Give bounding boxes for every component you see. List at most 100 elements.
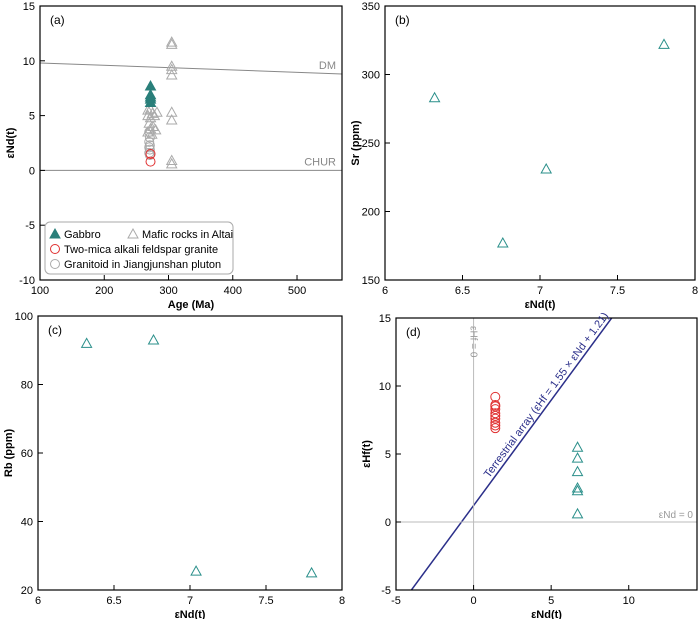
data-point (496, 236, 509, 248)
x-tick-label: 500 (288, 285, 306, 297)
data-point (490, 410, 501, 421)
data-point (145, 148, 156, 159)
y-tick-label: 5 (29, 111, 35, 123)
x-tick-label: 300 (159, 285, 177, 297)
data-point (490, 413, 501, 424)
data-point (165, 106, 178, 117)
data-point (490, 423, 501, 434)
y-tick-label: -5 (381, 585, 391, 597)
x-tick-label: 8 (339, 595, 345, 607)
y-tick-label: 15 (379, 313, 391, 325)
data-point (165, 38, 178, 49)
x-tick-label: 5 (548, 595, 554, 607)
y-axis-label: εNd(t) (5, 127, 17, 158)
data-point (142, 104, 154, 115)
y-tick-label: 60 (21, 448, 33, 460)
plot-frame (37, 315, 343, 591)
x-tick-label: -5 (391, 595, 401, 607)
data-point (147, 333, 160, 345)
legend-marker (50, 244, 60, 254)
y-tick-label: -10 (19, 275, 35, 287)
data-point (571, 484, 584, 496)
data-point (490, 408, 501, 419)
plot-frame (395, 317, 698, 591)
x-axis-label: Age (Ma) (168, 299, 215, 311)
line-label: Terrestrial array (εHf = 1.55 × εNd + 1.… (482, 310, 611, 480)
data-point (165, 69, 178, 80)
data-point (305, 566, 318, 578)
y-tick-label: 10 (23, 56, 35, 68)
y-tick-label: 150 (362, 275, 380, 287)
x-tick-label: 7.5 (258, 595, 273, 607)
x-tick-label: 8 (692, 285, 698, 297)
data-point (144, 96, 157, 107)
x-tick-label: 6 (382, 285, 388, 297)
panel-3: -5 0 5 10 -5 0 5 10 15 (d) εNd(t) εHf(t) Terrestrial… (361, 310, 698, 621)
line-label: DM (319, 60, 336, 72)
panel-0: 100 200 300 400 500 -10 -5 0 5 10 15 (a) Age (Ma) εNd… (5, 1, 343, 311)
y-tick-label: 15 (23, 1, 35, 13)
data-point (165, 36, 178, 47)
x-tick-label: 7 (537, 285, 543, 297)
data-point (490, 417, 501, 428)
y-tick-label: -5 (25, 220, 35, 232)
data-point (571, 452, 584, 463)
panel-label: (d) (406, 325, 421, 339)
panel-label: (c) (48, 323, 62, 337)
data-point (540, 163, 553, 174)
x-tick-label: 6.5 (455, 285, 470, 297)
panel-2: 6 6.5 7 7.5 8 20 40 60 80 100 (c) εNd(t) Rb (ppm) (3, 311, 345, 621)
line-label: εHf = 0 (468, 326, 479, 358)
data-point (80, 337, 93, 348)
y-axis-label: Rb (ppm) (3, 429, 15, 478)
data-point (144, 111, 157, 123)
legend-box (44, 221, 234, 275)
x-tick-label: 0 (471, 595, 477, 607)
x-axis-label: εNd(t) (525, 299, 556, 311)
y-tick-label: 0 (385, 517, 391, 529)
data-point (490, 404, 501, 415)
data-point (490, 391, 501, 402)
legend-label: Granitoid in Jiangjunshan pluton (64, 259, 221, 271)
y-tick-label: 300 (362, 70, 380, 82)
y-tick-label: 350 (362, 1, 380, 13)
y-tick-label: 5 (385, 449, 391, 461)
data-point (144, 144, 155, 155)
data-point (428, 91, 441, 103)
x-tick-label: 7.5 (610, 285, 625, 297)
x-tick-label: 100 (31, 285, 49, 297)
x-tick-label: 400 (224, 285, 242, 297)
data-point (144, 127, 155, 138)
plot-frame (384, 5, 696, 281)
data-point (144, 150, 155, 161)
y-axis-label: Sr (ppm) (350, 120, 362, 166)
data-point (490, 401, 501, 412)
y-axis-label: εHf(t) (361, 440, 373, 468)
legend-label: Mafic rocks in Altai (142, 229, 233, 241)
legend-marker (50, 259, 60, 269)
data-point (571, 465, 584, 477)
x-tick-label: 7 (187, 595, 193, 607)
panel-1: 6 6.5 7 7.5 8 150 200 250 300 350 (b) εNd(t) Sr (ppm… (350, 1, 698, 311)
reference-line (410, 318, 613, 590)
data-point (571, 441, 584, 452)
x-tick-label: 200 (95, 285, 113, 297)
data-point (165, 157, 178, 169)
data-point (151, 106, 163, 117)
data-point (144, 136, 155, 147)
x-tick-label: 6 (35, 595, 41, 607)
legend-marker (127, 227, 139, 239)
plot-frame (39, 5, 343, 281)
y-tick-label: 20 (21, 585, 33, 597)
data-point (571, 507, 584, 519)
data-point (490, 420, 501, 431)
data-point (165, 113, 178, 125)
data-point (658, 38, 670, 49)
legend-label: Gabbro (64, 229, 101, 241)
y-tick-label: 100 (15, 311, 33, 323)
y-tick-label: 10 (379, 381, 391, 393)
data-point (571, 481, 584, 493)
line-label: CHUR (304, 156, 336, 168)
